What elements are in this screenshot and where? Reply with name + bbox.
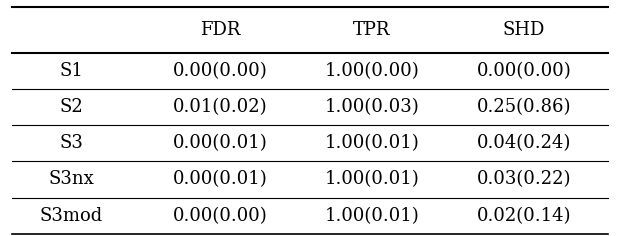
Text: 0.00(0.00): 0.00(0.00) <box>173 206 267 225</box>
Text: SHD: SHD <box>503 21 545 39</box>
Text: 0.00(0.00): 0.00(0.00) <box>173 62 267 80</box>
Text: 1.00(0.01): 1.00(0.01) <box>325 206 419 225</box>
Text: S3nx: S3nx <box>48 170 94 189</box>
Text: 1.00(0.01): 1.00(0.01) <box>325 134 419 152</box>
Text: FDR: FDR <box>200 21 241 39</box>
Text: 0.02(0.14): 0.02(0.14) <box>477 206 571 225</box>
Text: 0.00(0.01): 0.00(0.01) <box>173 134 267 152</box>
Text: TPR: TPR <box>353 21 391 39</box>
Text: 1.00(0.00): 1.00(0.00) <box>325 62 419 80</box>
Text: S1: S1 <box>60 62 83 80</box>
Text: 0.03(0.22): 0.03(0.22) <box>477 170 571 189</box>
Text: S3mod: S3mod <box>40 206 103 225</box>
Text: 0.01(0.02): 0.01(0.02) <box>173 98 267 116</box>
Text: S3: S3 <box>60 134 83 152</box>
Text: 0.00(0.01): 0.00(0.01) <box>173 170 267 189</box>
Text: 1.00(0.01): 1.00(0.01) <box>325 170 419 189</box>
Text: 1.00(0.03): 1.00(0.03) <box>325 98 419 116</box>
Text: 0.25(0.86): 0.25(0.86) <box>477 98 571 116</box>
Text: 0.04(0.24): 0.04(0.24) <box>477 134 571 152</box>
Text: 0.00(0.00): 0.00(0.00) <box>477 62 571 80</box>
Text: S2: S2 <box>60 98 83 116</box>
